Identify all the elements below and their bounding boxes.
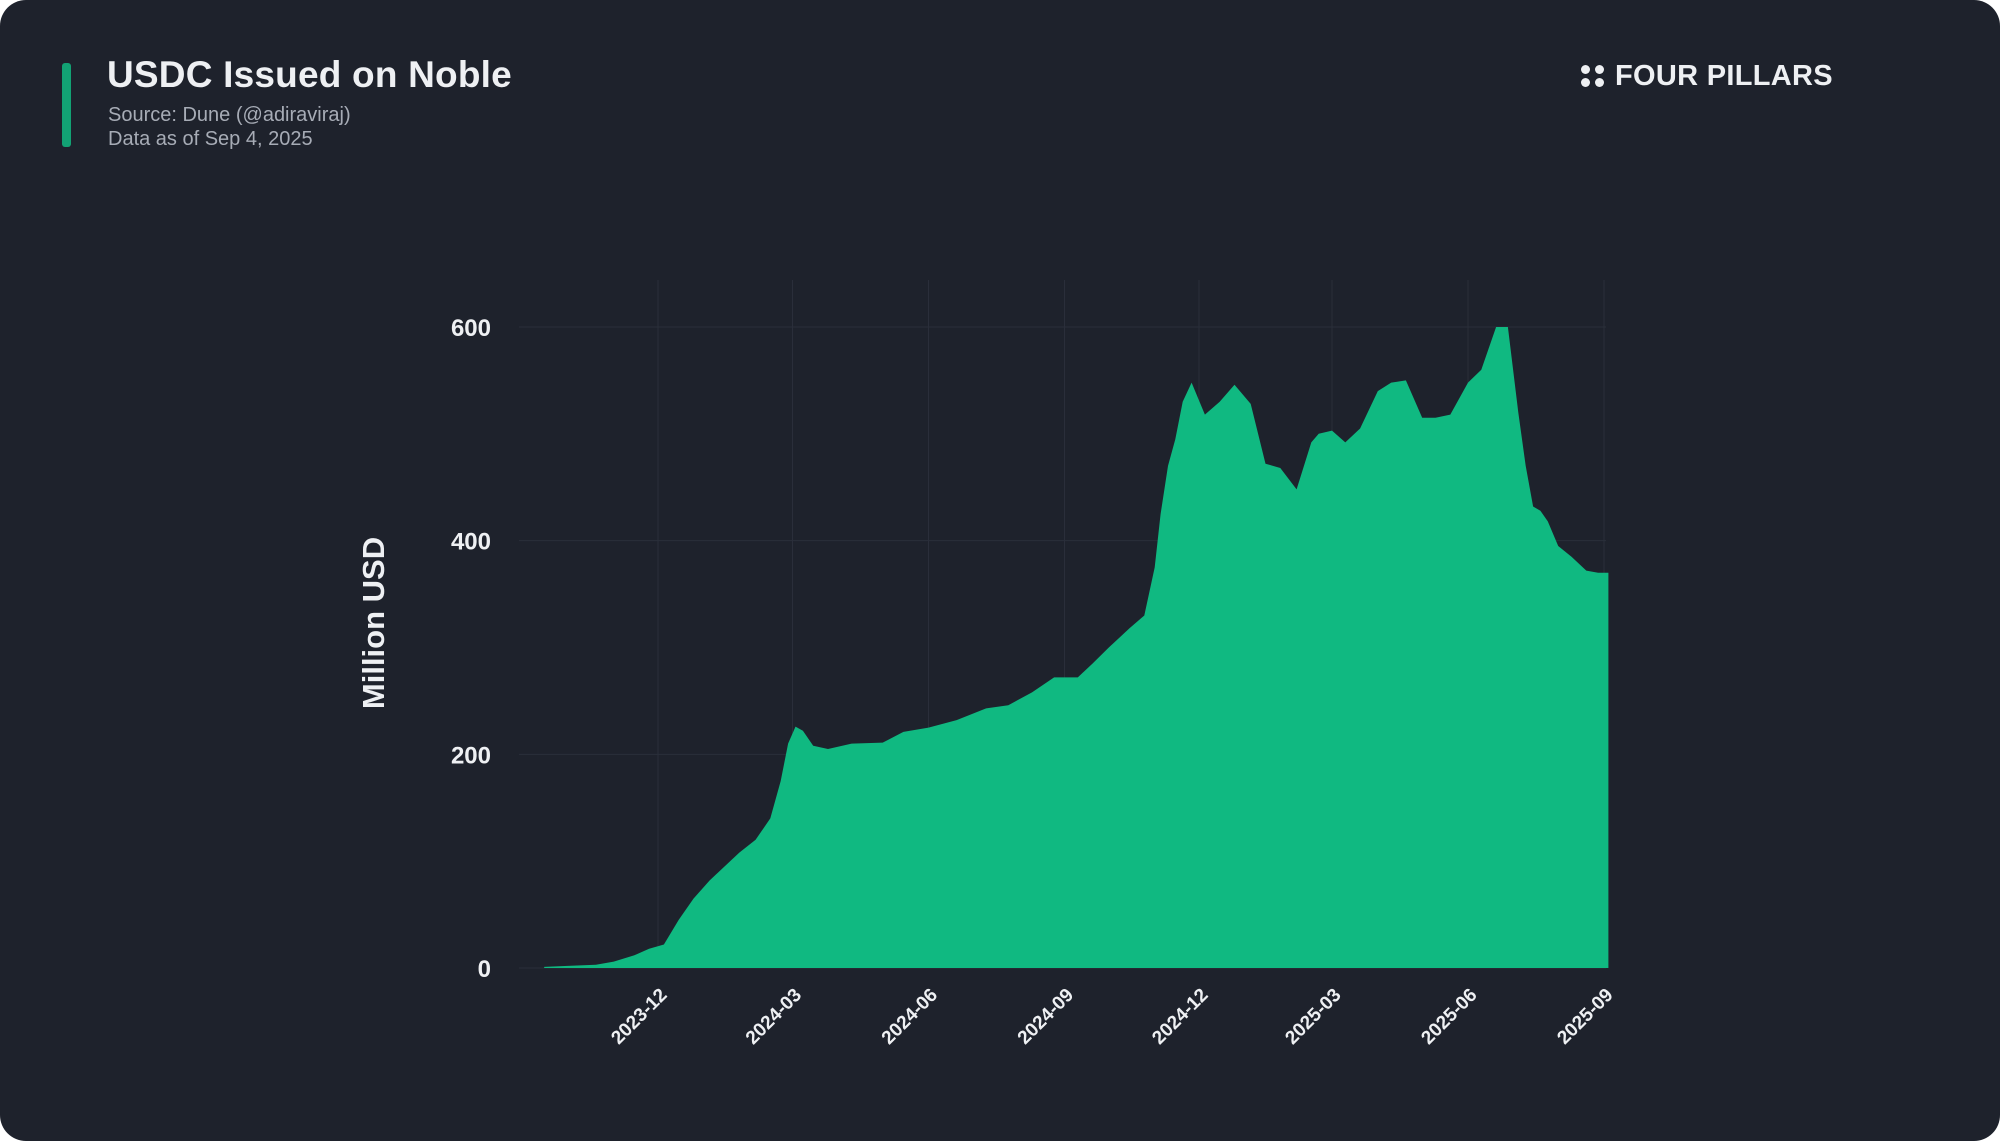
series-area-usdc-issued [544, 327, 1609, 968]
chart-title: USDC Issued on Noble [107, 54, 512, 95]
y-tick-label: 200 [451, 742, 491, 769]
x-tick-label: 2024-12 [1148, 985, 1212, 1049]
y-tick-label: 400 [451, 529, 491, 556]
x-tick-label: 2025-09 [1553, 985, 1617, 1049]
brand-name: FOUR PILLARS [1615, 59, 1833, 92]
data-date-text: Data as of Sep 4, 2025 [108, 128, 313, 150]
x-tick-label: 2025-03 [1281, 985, 1345, 1049]
brand-logo: FOUR PILLARS [1581, 58, 1833, 94]
accent-bar [62, 63, 71, 147]
x-tick-label: 2023-12 [607, 985, 671, 1049]
y-tick-label: 600 [451, 315, 491, 342]
four-dots-icon [1581, 64, 1605, 88]
source-text: Source: Dune (@adiraviraj) [108, 104, 351, 126]
x-tick-label: 2024-09 [1014, 985, 1078, 1049]
y-axis-title: Million USD [356, 537, 391, 709]
x-tick-label: 2025-06 [1417, 985, 1481, 1049]
y-tick-label: 0 [478, 956, 491, 983]
x-tick-label: 2024-03 [742, 985, 806, 1049]
x-tick-label: 2024-06 [878, 985, 942, 1049]
